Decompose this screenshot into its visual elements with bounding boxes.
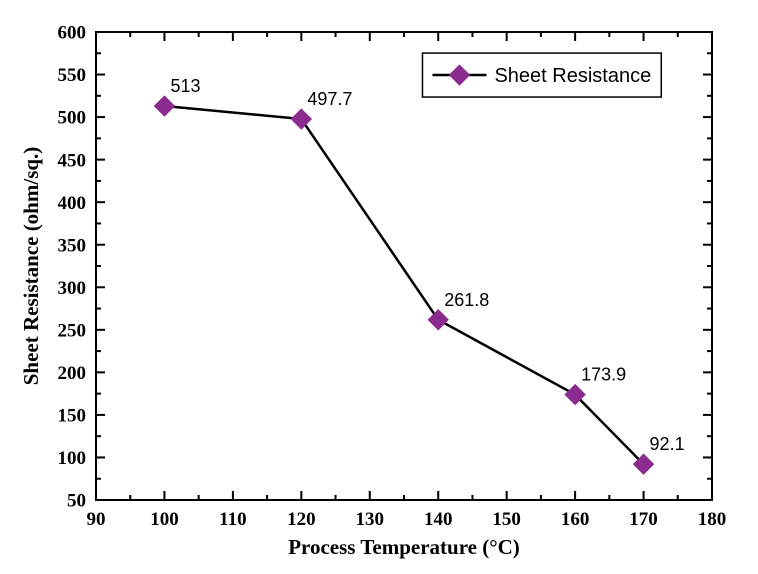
- y-tick-label: 400: [58, 193, 87, 214]
- x-tick-label: 120: [287, 509, 316, 530]
- x-tick-label: 110: [219, 509, 246, 530]
- y-tick-label: 450: [58, 150, 87, 171]
- data-point-label: 92.1: [650, 434, 685, 454]
- x-tick-label: 180: [698, 509, 727, 530]
- x-tick-label: 170: [629, 509, 658, 530]
- y-tick-label: 350: [58, 235, 87, 256]
- chart-container: 90 100 110 120 130 140 150 160 170 180 50 100 150 200…: [0, 0, 758, 574]
- x-tick-label: 90: [87, 509, 106, 530]
- y-tick-label: 50: [67, 491, 86, 512]
- y-tick-label: 150: [58, 406, 87, 427]
- y-axis-title: Sheet Resistance (ohm/sq.): [19, 147, 43, 386]
- x-tick-label: 100: [150, 509, 179, 530]
- x-tick-label: 140: [424, 509, 453, 530]
- y-tick-label: 600: [58, 23, 87, 44]
- sheet-resistance-chart: 90 100 110 120 130 140 150 160 170 180 50 100 150 200…: [0, 0, 758, 574]
- data-point-label: 261.8: [444, 290, 489, 310]
- y-tick-label: 300: [58, 278, 87, 299]
- x-axis-title: Process Temperature (°C): [288, 535, 520, 559]
- y-tick-label: 200: [58, 363, 87, 384]
- legend-label: Sheet Resistance: [494, 65, 651, 87]
- x-tick-label: 160: [561, 509, 590, 530]
- y-tick-label: 100: [58, 448, 87, 469]
- x-tick-label: 130: [356, 509, 385, 530]
- legend: Sheet Resistance: [422, 53, 661, 97]
- x-tick-label: 150: [492, 509, 521, 530]
- data-point-label: 497.7: [307, 89, 352, 109]
- y-tick-label: 500: [58, 108, 87, 129]
- y-tick-label: 250: [58, 320, 87, 341]
- data-point-label: 513: [170, 76, 200, 96]
- y-tick-label: 550: [58, 65, 87, 86]
- data-point-label: 173.9: [581, 365, 626, 385]
